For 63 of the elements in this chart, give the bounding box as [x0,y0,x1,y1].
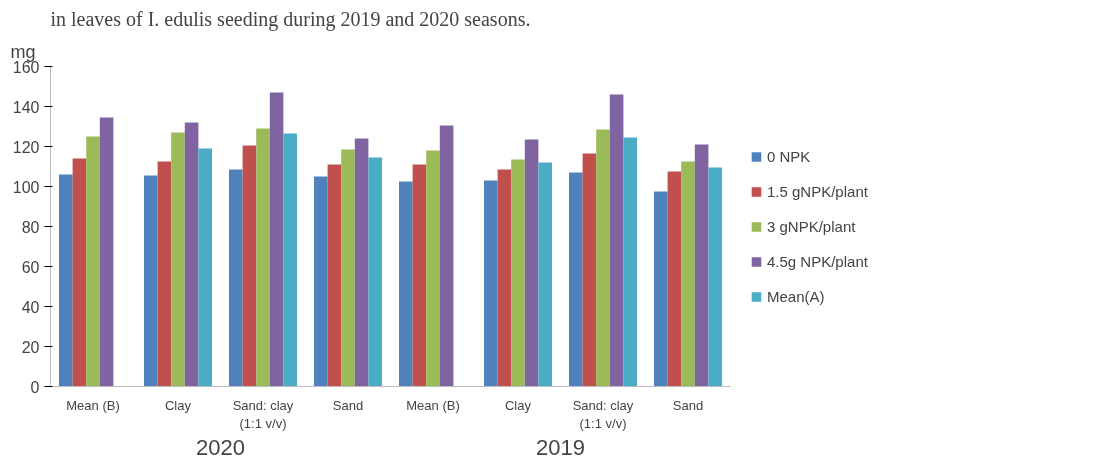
chart-title: in leaves of I. edulis seeding during 2019 and 2020 seasons. [50,7,531,31]
legend-label: 1.5 gNPK/plant [767,182,868,200]
x-tick-label: Sand: clay (1:1 v/v) [572,397,634,431]
bar [582,153,597,387]
y-tick-label: 100 [12,178,40,196]
y-tick-label: 140 [12,98,40,116]
bar [86,136,100,387]
bar [399,181,413,387]
bar [484,180,498,387]
text: 2019 [536,434,585,460]
bar [681,161,695,387]
x-tick-label: Sand [332,397,364,413]
x-tick-label: Sand: clay (1:1 v/v) [232,397,294,431]
x-tick-label: Clay [165,397,192,413]
bar [341,149,355,387]
bar [171,132,185,387]
x-tick-label: Mean (B) [66,397,120,413]
legend-label: 0 NPK [767,147,811,165]
y-tick-label: 80 [21,218,40,236]
bar [269,92,284,387]
bar [596,129,610,387]
bar [609,94,624,387]
x-tick-label: Sand [672,397,704,413]
bar [694,144,709,387]
bar [256,128,270,387]
bar [99,117,114,387]
y-axis-title: mg [10,41,36,62]
bar [283,133,297,387]
bar [354,138,369,387]
text: 2020 [196,434,245,460]
x-tick-label: Mean (B) [406,397,460,413]
legend-label: Mean(A) [767,287,825,305]
legend-label: 3 gNPK/plant [767,217,856,235]
bar [412,164,427,387]
bar [511,159,525,387]
y-tick-label: 20 [21,338,40,356]
bar [667,171,682,387]
bar [497,169,512,387]
bar [198,148,212,387]
y-tick-label: 120 [12,138,40,156]
bar [569,172,583,387]
bar [538,162,552,387]
bar [439,125,454,387]
legend-label: 4.5g NPK/plant [767,252,868,270]
bar [157,161,172,387]
bar [184,122,199,387]
bar [327,164,342,387]
bar [72,158,87,387]
bar [654,191,668,387]
bar [623,137,637,387]
y-tick-label: 0 [30,378,40,396]
bar [242,145,257,387]
bar [708,167,722,387]
y-tick-label: 60 [21,258,40,276]
x-tick-label: Clay [505,397,532,413]
bar [426,150,440,387]
y-tick-label: 40 [21,298,40,316]
bar [144,175,158,387]
bar [314,176,328,387]
bar [524,139,539,387]
bar [368,157,382,387]
bar [59,174,73,387]
bar [229,169,243,387]
